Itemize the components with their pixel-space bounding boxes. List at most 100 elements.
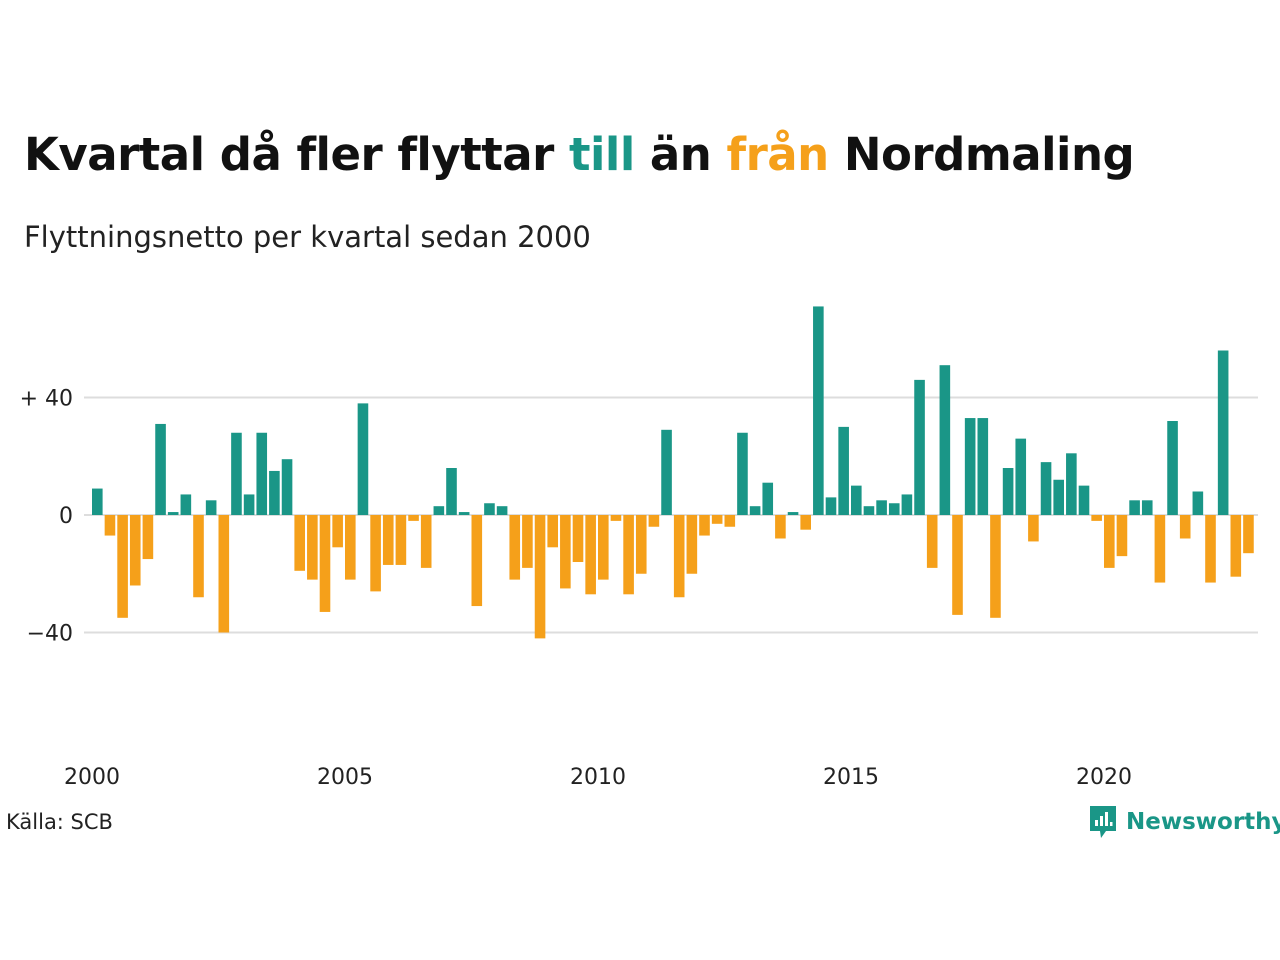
bar: [1230, 515, 1242, 577]
bar: [92, 488, 103, 515]
bar: [332, 515, 343, 548]
bar: [990, 515, 1001, 618]
bar: [1091, 515, 1102, 521]
bar: [914, 379, 925, 516]
bar: [1053, 479, 1064, 515]
bar: [1015, 438, 1027, 516]
bar: [888, 503, 900, 515]
bar: [1205, 515, 1216, 583]
bar: [737, 432, 748, 515]
bar: [1141, 500, 1153, 515]
bar: [635, 515, 647, 574]
bar: [382, 515, 394, 565]
bar: [129, 515, 141, 586]
bar: [471, 515, 483, 607]
bar: [1167, 421, 1178, 515]
label-layer: + 40 0 −40 2000 2005 2010 2015 2020: [20, 387, 1132, 791]
bar: [205, 500, 217, 515]
bar: [851, 485, 862, 516]
bar: [813, 306, 824, 515]
bar: [420, 515, 432, 568]
bar: [307, 515, 318, 580]
bar: [446, 468, 457, 515]
title-till: till: [568, 128, 635, 181]
bar: [433, 506, 445, 515]
bar: [775, 515, 786, 539]
bar: [939, 365, 951, 515]
bar: [395, 515, 407, 565]
bar: [509, 515, 521, 580]
bar: [243, 494, 255, 515]
newsworthy-logo-icon: [1090, 806, 1116, 838]
bar: [977, 418, 989, 515]
x-tick-label: 2020: [1076, 765, 1132, 790]
bar: [724, 515, 736, 527]
bar: [964, 418, 976, 515]
bar: [787, 512, 799, 515]
bar: [1129, 500, 1140, 515]
bar: [522, 515, 533, 568]
bar: [1192, 491, 1204, 515]
bar: [256, 432, 268, 515]
bar: [269, 470, 280, 515]
bar: [180, 494, 192, 515]
bar: [901, 494, 913, 515]
bar: [838, 426, 849, 516]
y-tick-label: −40: [27, 622, 73, 647]
chart-subtitle: Flyttningsnetto per kvartal sedan 2000: [24, 220, 591, 254]
bar: [167, 512, 179, 515]
bar: [1002, 468, 1014, 515]
bar: [1243, 515, 1254, 554]
newsworthy-logo: Newsworthy: [1088, 804, 1280, 840]
bar: [800, 515, 811, 530]
bar: [1028, 515, 1039, 542]
bar: [749, 506, 761, 515]
bar: [117, 515, 128, 618]
bar-chart: + 40 0 −40 2000 2005 2010 2015 2020: [20, 306, 1258, 791]
bar: [155, 423, 166, 515]
title-part1: Kvartal då fler flyttar: [24, 128, 569, 181]
bar: [1116, 515, 1128, 557]
brand-name: Newsworthy: [1126, 809, 1280, 835]
bar: [370, 515, 381, 592]
bar: [585, 515, 596, 595]
bar: [1179, 515, 1191, 539]
bar: [104, 515, 116, 536]
bar: [1104, 515, 1115, 568]
bar: [1066, 453, 1077, 515]
bar: [699, 515, 710, 536]
bar: [623, 515, 634, 595]
bar: [281, 459, 293, 515]
bar-layer: [92, 306, 1254, 639]
bar: [762, 482, 774, 515]
x-tick-label: 2000: [64, 765, 120, 790]
bar: [572, 515, 584, 562]
title-part2: än: [634, 128, 727, 181]
bar: [610, 515, 622, 521]
bar: [294, 515, 305, 571]
bar: [547, 515, 558, 548]
bar: [218, 515, 230, 633]
bar: [661, 429, 672, 515]
bar: [686, 515, 698, 574]
bar: [357, 403, 369, 516]
chart-title: Kvartal då fler flyttar till än från Nor…: [24, 128, 1135, 181]
bar: [926, 515, 938, 568]
bar: [673, 515, 685, 598]
bar: [825, 497, 837, 516]
bar: [648, 515, 660, 527]
bar: [711, 515, 723, 524]
bar: [560, 515, 571, 589]
title-part3: Nordmaling: [828, 128, 1135, 181]
bar: [598, 515, 609, 580]
bar: [408, 515, 419, 521]
bar: [952, 515, 963, 615]
bar: [876, 500, 887, 515]
source-note: Källa: SCB: [6, 810, 113, 834]
bar: [345, 515, 356, 580]
bar: [142, 515, 154, 560]
bar: [458, 512, 470, 515]
bar: [193, 515, 204, 598]
bar: [863, 506, 875, 515]
bar: [1040, 462, 1052, 516]
